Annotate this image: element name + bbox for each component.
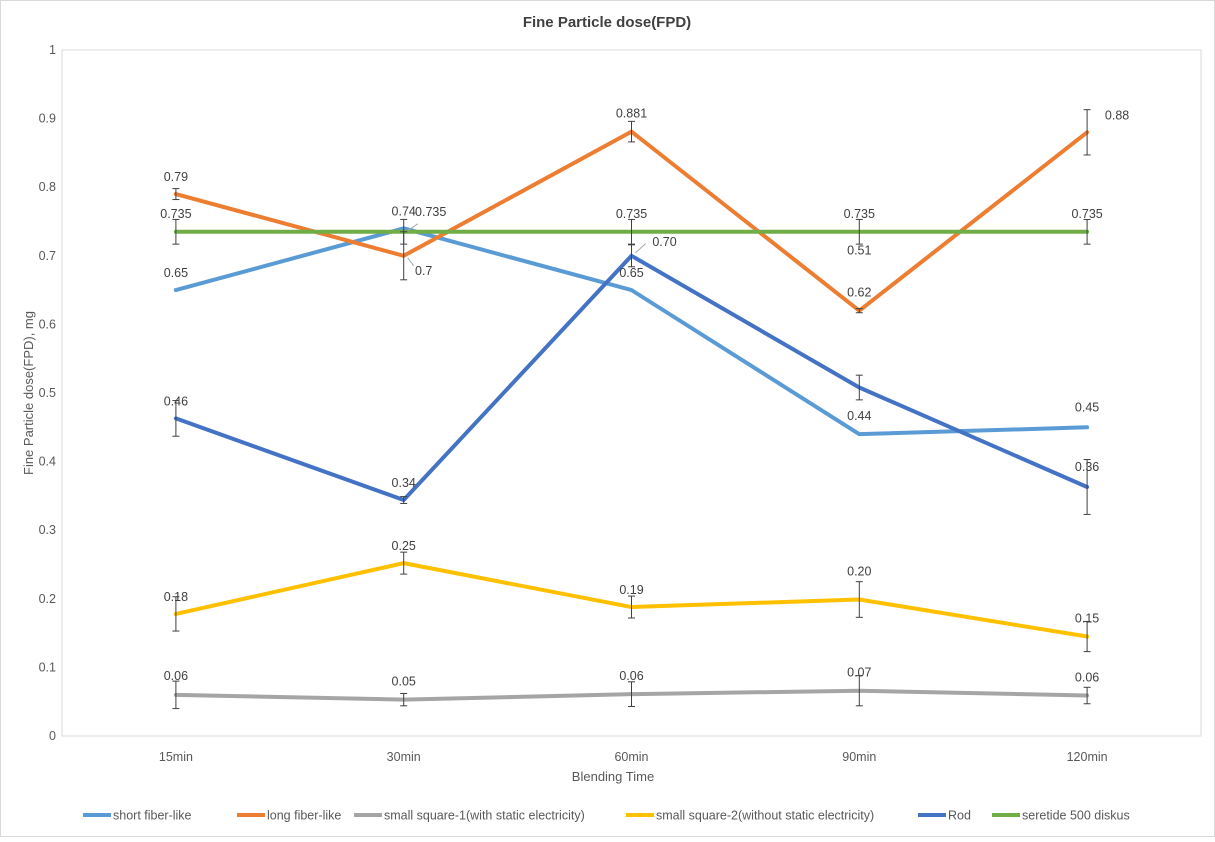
data-label: 0.735	[160, 207, 191, 221]
x-tick-label: 90min	[842, 750, 876, 764]
x-axis-title: Blending Time	[572, 769, 654, 784]
legend-label: small square-2(without static electricit…	[656, 809, 874, 823]
label-leader-line	[407, 257, 415, 267]
error-bar	[1083, 109, 1091, 156]
error-bar	[628, 218, 635, 245]
chart-title: Fine Particle dose(FPD)	[523, 14, 691, 31]
data-label: 0.06	[1075, 671, 1099, 685]
error-bar	[628, 244, 635, 268]
data-label: 0.06	[164, 669, 188, 683]
error-bar	[628, 681, 635, 708]
data-label: 0.36	[1075, 460, 1099, 474]
y-axis-title: Fine Particle dose(FPD), mg	[21, 311, 36, 475]
data-label: 0.735	[616, 207, 647, 221]
error-bar	[855, 675, 863, 707]
legend-label: seretide 500 diskus	[1022, 809, 1130, 823]
y-tick-label: 0.6	[39, 317, 56, 331]
data-label: 0.881	[616, 107, 647, 121]
error-bar	[1083, 686, 1091, 705]
data-label: 0.79	[164, 170, 188, 184]
y-tick-label: 0.3	[39, 523, 56, 537]
error-bar	[628, 595, 635, 619]
legend-label: Rod	[948, 809, 971, 823]
data-label: 0.18	[164, 590, 188, 604]
data-label: 0.88	[1105, 108, 1129, 122]
y-tick-label: 0.7	[39, 249, 56, 263]
legend-item: long fiber-like	[237, 809, 341, 823]
error-bar	[400, 551, 408, 575]
error-bar	[1083, 620, 1091, 653]
data-label: 0.44	[847, 409, 871, 423]
error-bar	[400, 218, 408, 245]
data-label: 0.65	[619, 266, 643, 280]
data-label: 0.70	[652, 235, 676, 249]
data-label: 0.65	[164, 266, 188, 280]
error-bar	[855, 581, 863, 618]
y-tick-label: 0.1	[39, 660, 56, 674]
error-bar	[172, 218, 180, 245]
legend-item: small square-2(without static electricit…	[626, 809, 874, 823]
data-label: 0.15	[1075, 612, 1099, 626]
y-tick-label: 0	[49, 729, 56, 743]
y-tick-label: 0.5	[39, 386, 56, 400]
error-bar	[1083, 459, 1091, 515]
data-label: 0.05	[392, 675, 416, 689]
error-bar	[172, 188, 180, 201]
data-label: 0.34	[392, 476, 416, 490]
error-bar	[855, 374, 863, 401]
data-label: 0.735	[1071, 207, 1102, 221]
error-bar	[172, 596, 180, 632]
error-bar	[1083, 218, 1091, 245]
data-label: 0.25	[392, 539, 416, 553]
data-label: 0.19	[619, 583, 643, 597]
y-tick-label: 1	[49, 43, 56, 57]
error-bar	[172, 400, 180, 437]
error-bar	[855, 218, 863, 245]
legend-label: long fiber-like	[267, 809, 341, 823]
error-bar	[628, 120, 635, 143]
data-label: 0.46	[164, 394, 188, 408]
label-leader-line	[635, 243, 646, 254]
data-label: 0.7	[415, 264, 432, 278]
data-label: 0.735	[844, 207, 875, 221]
legend-item: short fiber-like	[83, 809, 192, 823]
data-label: 0.20	[847, 564, 871, 578]
error-bar	[855, 308, 863, 314]
data-label: 0.735	[415, 205, 446, 219]
x-tick-label: 120min	[1067, 750, 1108, 764]
legend-item: Rod	[918, 809, 971, 823]
y-tick-label: 0.4	[39, 455, 56, 469]
x-tick-label: 60min	[614, 750, 648, 764]
plot-area	[61, 49, 1202, 737]
data-label: 0.62	[847, 286, 871, 300]
y-tick-label: 0.2	[39, 592, 56, 606]
y-tick-label: 0.9	[39, 112, 56, 126]
data-label: 0.74	[392, 204, 416, 218]
label-leader-line	[407, 223, 418, 232]
legend-item: small square-1(with static electricity)	[354, 809, 585, 823]
data-label: 0.45	[1075, 400, 1099, 414]
error-bar	[400, 692, 408, 707]
legend-item: seretide 500 diskus	[992, 809, 1130, 823]
x-tick-label: 30min	[387, 750, 421, 764]
y-tick-label: 0.8	[39, 180, 56, 194]
error-bar	[172, 680, 180, 710]
legend-label: short fiber-like	[113, 809, 192, 823]
data-label: 0.07	[847, 666, 871, 680]
series-line-0	[173, 226, 1090, 437]
x-tick-label: 15min	[159, 750, 193, 764]
data-label: 0.06	[619, 669, 643, 683]
data-label: 0.51	[847, 244, 871, 258]
error-bar	[400, 496, 408, 504]
legend-label: small square-1(with static electricity)	[384, 809, 585, 823]
